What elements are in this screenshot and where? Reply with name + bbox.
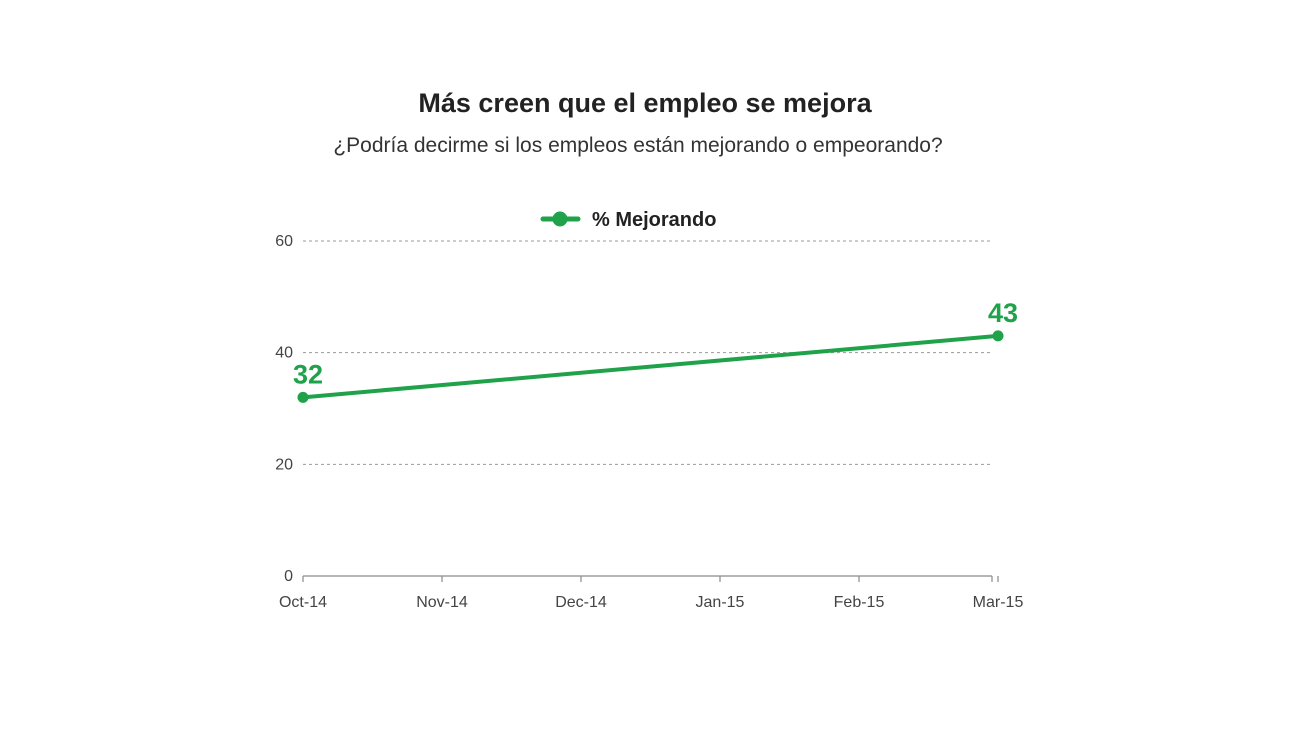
- chart-title: Más creen que el empleo se mejora: [418, 88, 872, 118]
- legend-marker: [552, 211, 568, 227]
- data-label: 32: [293, 359, 323, 389]
- legend-label: % Mejorando: [592, 209, 716, 231]
- x-tick-label: Dec-14: [555, 594, 607, 611]
- data-label: 43: [988, 298, 1018, 328]
- y-tick-label: 0: [284, 568, 293, 585]
- y-tick-label: 60: [275, 233, 293, 250]
- x-tick-label: Oct-14: [279, 594, 327, 611]
- x-tick-label: Mar-15: [973, 594, 1024, 611]
- data-point: [297, 391, 309, 403]
- y-tick-label: 20: [275, 456, 293, 473]
- legend: % Mejorando: [540, 209, 716, 231]
- gridlines: [303, 240, 992, 465]
- chart-subtitle: ¿Podría decirme si los empleos están mej…: [333, 134, 943, 157]
- data-point: [992, 330, 1004, 342]
- series-line: [301, 333, 1000, 400]
- y-tick-label: 40: [275, 345, 293, 362]
- axes: 0 20 40 60 Oct-14 Nov-14 Dec-14 Jan-15 Feb-15 Mar…: [275, 233, 1023, 611]
- series: 32 43: [293, 298, 1018, 403]
- x-tick-label: Nov-14: [416, 594, 468, 611]
- x-tick-label: Feb-15: [834, 594, 885, 611]
- x-tick-label: Jan-15: [696, 594, 745, 611]
